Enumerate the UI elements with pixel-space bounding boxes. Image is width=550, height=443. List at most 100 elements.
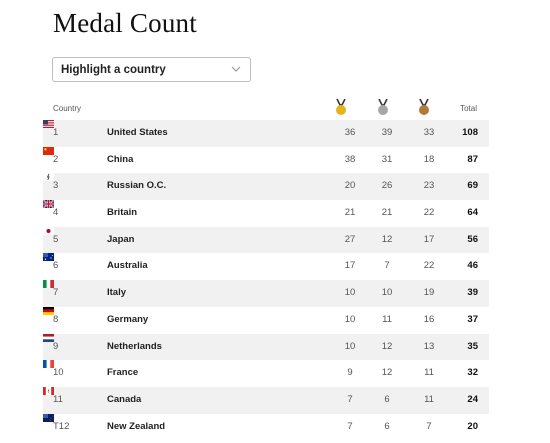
gold-count: 38 <box>344 153 356 165</box>
new-zealand-flag-icon <box>43 413 54 422</box>
rank: 7 <box>53 287 59 299</box>
bronze-count: 11 <box>424 393 434 405</box>
silver-count: 39 <box>381 127 393 138</box>
country-name: Italy <box>107 287 127 299</box>
table-row[interactable]: 6 Australia 17 7 22 46 <box>43 253 489 280</box>
bronze-count: 22 <box>423 207 435 219</box>
table-row[interactable]: 8 Germany 10 11 16 37 <box>43 306 489 334</box>
total-count: 69 <box>467 180 478 192</box>
table-row[interactable]: 4 Britain 21 21 22 64 <box>42 199 489 227</box>
italy-flag-icon <box>43 280 54 289</box>
china-flag-icon <box>43 146 54 155</box>
silver-count: 11 <box>382 313 392 325</box>
table-row[interactable]: 11 Canada 7 6 11 24 <box>43 386 489 414</box>
table-row[interactable]: 10 France 9 12 11 32 <box>43 360 489 387</box>
total-count: 87 <box>467 153 478 165</box>
country-name: Russian O.C. <box>107 180 167 192</box>
highlight-country-select[interactable]: Highlight a country <box>52 57 251 82</box>
silver-medal-icon[interactable] <box>376 99 390 117</box>
bronze-count: 33 <box>423 127 435 138</box>
table-row[interactable]: 7 Italy 10 10 19 39 <box>43 280 489 307</box>
france-flag-icon <box>43 360 54 369</box>
country-name: Canada <box>107 393 142 405</box>
table-row[interactable]: 2 China 38 31 18 87 <box>43 146 489 174</box>
japan-flag-icon <box>43 226 54 235</box>
total-count: 46 <box>467 260 478 272</box>
select-label: Highlight a country <box>61 63 166 76</box>
gold-count: 9 <box>347 367 353 379</box>
germany-flag-icon <box>43 306 54 315</box>
rank: 5 <box>53 233 59 245</box>
bronze-count: 13 <box>423 340 435 352</box>
country-name: Netherlands <box>107 340 162 352</box>
gold-count: 27 <box>344 233 356 245</box>
table-row[interactable]: 1 United States 36 39 33 108 <box>43 120 489 147</box>
country-name: Japan <box>107 233 135 245</box>
country-name: United States <box>107 127 168 138</box>
medal-table: 1 United States 36 39 33 108 2 China 38 … <box>42 120 489 441</box>
gold-count: 17 <box>344 260 356 272</box>
silver-count: 12 <box>381 340 393 352</box>
gold-count: 7 <box>347 420 353 432</box>
country-name: New Zealand <box>107 420 166 432</box>
bronze-count: 23 <box>423 180 435 192</box>
rank: 2 <box>53 153 59 165</box>
total-count: 39 <box>467 287 478 299</box>
silver-count: 6 <box>384 393 390 405</box>
gold-medal-icon[interactable] <box>334 99 348 117</box>
uk-flag-icon <box>42 199 55 209</box>
silver-count: 12 <box>381 233 393 245</box>
rank: 8 <box>53 313 59 325</box>
table-row[interactable]: 9 Netherlands 10 12 13 35 <box>43 333 489 361</box>
roc-flag-icon <box>43 173 54 182</box>
total-count: 37 <box>467 313 478 325</box>
silver-count: 26 <box>381 180 393 192</box>
total-count: 32 <box>467 367 478 379</box>
total-count: 56 <box>467 233 478 245</box>
silver-count: 12 <box>381 367 393 379</box>
silver-count: 10 <box>381 287 393 299</box>
netherlands-flag-icon <box>43 333 54 342</box>
total-count: 35 <box>467 340 478 352</box>
bronze-medal-icon[interactable] <box>417 99 431 117</box>
table-row[interactable]: T12 New Zealand 7 6 7 20 <box>43 413 489 441</box>
silver-count: 31 <box>381 153 393 165</box>
country-name: France <box>107 367 139 379</box>
page-title: Medal Count <box>53 8 197 38</box>
total-column-header[interactable]: Total <box>460 104 477 113</box>
country-name: Britain <box>107 207 138 219</box>
chevron-down-icon <box>231 66 241 72</box>
gold-count: 10 <box>344 313 356 325</box>
australia-flag-icon <box>43 253 54 262</box>
us-flag-icon <box>43 120 54 128</box>
country-name: China <box>107 153 134 165</box>
bronze-count: 19 <box>423 287 435 299</box>
silver-count: 21 <box>381 207 393 219</box>
bronze-count: 22 <box>423 260 435 272</box>
bronze-count: 11 <box>424 367 434 379</box>
gold-count: 20 <box>344 180 356 192</box>
rank: 10 <box>53 367 64 379</box>
total-count: 24 <box>467 393 478 405</box>
bronze-count: 17 <box>423 233 435 245</box>
gold-count: 36 <box>344 127 356 138</box>
silver-count: 7 <box>384 260 390 272</box>
rank: 4 <box>53 207 59 219</box>
bronze-count: 18 <box>423 153 435 165</box>
rank: 11 <box>53 393 63 405</box>
bronze-count: 7 <box>426 420 432 432</box>
table-row[interactable]: 3 Russian O.C. 20 26 23 69 <box>43 173 489 201</box>
total-count: 20 <box>467 420 478 432</box>
table-header: Country Total <box>52 99 489 119</box>
country-column-header[interactable]: Country <box>53 104 82 113</box>
total-count: 64 <box>467 207 478 219</box>
country-name: Australia <box>107 260 148 272</box>
silver-count: 6 <box>384 420 390 432</box>
canada-flag-icon <box>43 386 54 395</box>
rank: T12 <box>53 420 70 432</box>
rank: 3 <box>53 180 59 192</box>
table-row[interactable]: 5 Japan 27 12 17 56 <box>43 226 489 254</box>
rank: 6 <box>53 260 59 272</box>
gold-count: 7 <box>347 393 353 405</box>
